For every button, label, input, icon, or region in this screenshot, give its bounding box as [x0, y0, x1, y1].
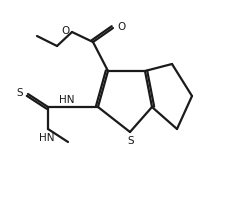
Text: O: O	[61, 26, 69, 36]
Text: HN: HN	[39, 132, 55, 142]
Text: S: S	[128, 135, 134, 145]
Text: O: O	[117, 22, 125, 32]
Text: HN: HN	[59, 94, 75, 104]
Text: S: S	[17, 88, 23, 98]
